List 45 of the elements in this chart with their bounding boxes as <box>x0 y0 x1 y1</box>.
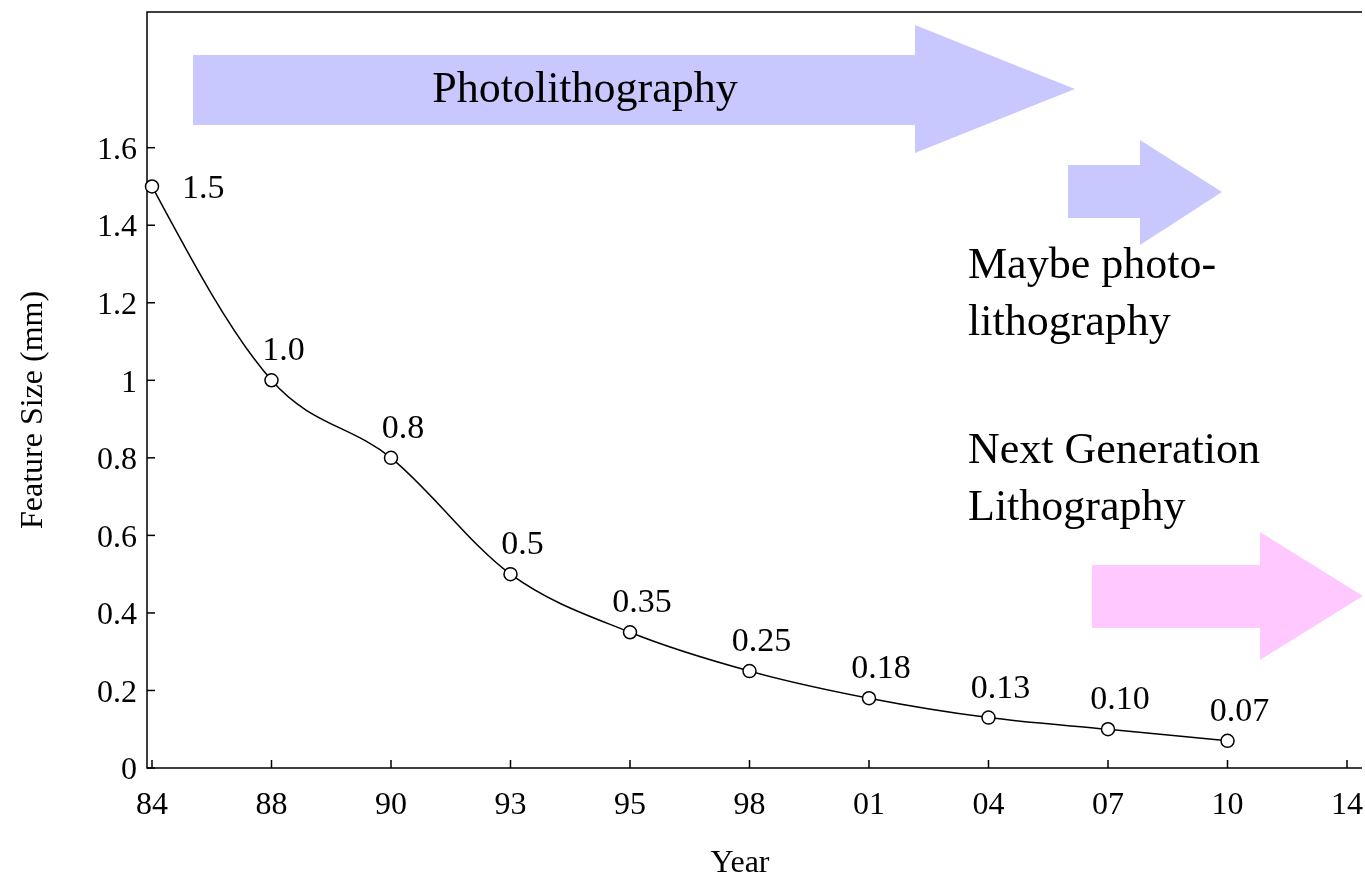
point <box>144 179 160 194</box>
annotation: Next Generation Lithography <box>968 424 1260 530</box>
x-tick-label: 84 <box>136 785 168 821</box>
y-tick-label: 1 <box>121 362 137 399</box>
x-tick-label: 90 <box>375 785 407 821</box>
x-axis-title: Year <box>710 843 770 879</box>
y-tick-label: 0.8 <box>97 440 137 477</box>
x-tick-label: 14 <box>1331 785 1363 821</box>
data-label: 0.8 <box>381 407 425 445</box>
x-tick-label: 04 <box>972 785 1005 821</box>
x-tick-label: 88 <box>255 785 288 821</box>
y-tick-label: 1.2 <box>97 284 137 321</box>
data-label: 0.5 <box>501 524 544 562</box>
data-label: 0.25 <box>731 621 792 659</box>
point <box>861 690 877 706</box>
point <box>1100 721 1116 737</box>
point <box>622 625 638 640</box>
data-label: 0.35 <box>612 582 672 620</box>
point <box>742 663 757 679</box>
x-tick-label: 95 <box>614 785 646 821</box>
x-tick-label: 93 <box>494 785 527 821</box>
annotation: Maybe photo- lithography <box>968 239 1217 345</box>
y-tick-label: 1.4 <box>97 207 137 244</box>
y-tick-label: 0.6 <box>97 517 137 554</box>
data-label: 0.10 <box>1090 679 1150 717</box>
data-label: 0.18 <box>851 648 911 686</box>
y-axis-title: Feature Size (mm) <box>13 290 49 530</box>
x-tick-label: 01 <box>853 785 885 821</box>
y-tick-label: 0.4 <box>97 595 137 632</box>
annotation: Photolithography <box>432 63 738 112</box>
data-label: 0.13 <box>970 667 1031 705</box>
data-label: 1.0 <box>262 330 305 368</box>
data-label: 1.5 <box>182 168 225 206</box>
data-label: 0.07 <box>1209 690 1270 728</box>
x-tick-label: 10 <box>1211 785 1244 821</box>
point <box>1220 733 1235 749</box>
x-tick-label: 98 <box>733 785 766 821</box>
y-tick-label: 0.2 <box>97 672 137 709</box>
point <box>383 450 399 466</box>
y-tick-label: 1.6 <box>97 129 137 166</box>
point <box>264 373 279 388</box>
x-tick-label: 07 <box>1092 785 1124 821</box>
y-tick-label: 0 <box>121 750 137 787</box>
point <box>503 566 518 582</box>
point <box>981 710 996 725</box>
